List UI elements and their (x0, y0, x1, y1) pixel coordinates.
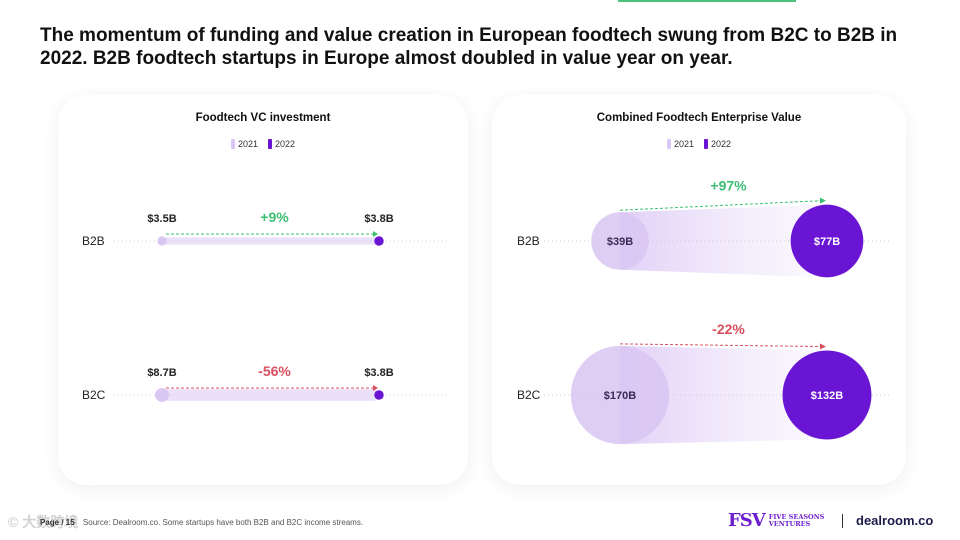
vc-investment-card: Foodtech VC investment 2021 2022 B2B $3.5… (58, 95, 468, 485)
legend-swatch-2022 (268, 139, 272, 149)
change-label: -22% (712, 321, 745, 337)
source-note: Source: Dealroom.co. Some startups have … (82, 518, 364, 527)
dot-2021 (155, 388, 169, 402)
change-arrow (619, 200, 822, 211)
arrow-head (373, 385, 378, 391)
legend-swatch-2021 (666, 139, 671, 149)
category-label: B2C (82, 388, 106, 402)
legend-swatch-2022 (704, 139, 708, 149)
chart-title: Combined Foodtech Enterprise Value (596, 112, 802, 124)
five-seasons-logo: FSV FIVE SEASONS VENTURES (728, 510, 824, 531)
legend-label: 2022 (275, 139, 296, 149)
category-label: B2B (517, 234, 540, 248)
legend: 2021 2022 (492, 139, 906, 149)
legend-item-2022: 2022 (268, 139, 295, 149)
arrow-head (820, 197, 826, 204)
footer-note: Page / 15 Source: Dealroom.co. Some star… (40, 518, 363, 527)
value-label-2021: $3.5B (147, 213, 176, 225)
enterprise-value-chart: B2B +97% $39B $77B B2C -22% $170B $132B (517, 178, 892, 445)
fsv-logo-line: FIVE SEASONS (768, 512, 825, 521)
connector-cone (620, 345, 827, 445)
arrow-head (373, 231, 378, 237)
change-arrow (619, 343, 822, 348)
bubble-2022 (782, 350, 872, 440)
legend: 2021 2022 (58, 139, 468, 149)
value-label-2021: $39B (607, 236, 633, 248)
legend-item-2021: 2021 (666, 139, 694, 149)
category-label: B2B (82, 234, 105, 248)
page-title: The momentum of funding and value creati… (40, 25, 898, 69)
enterprise-value-card: Combined Foodtech Enterprise Value 2021 … (492, 95, 906, 485)
change-label: +97% (710, 178, 747, 194)
watermark: © 大数跨境 (8, 514, 79, 530)
change-label: -56% (258, 363, 291, 379)
dot-2021 (157, 236, 167, 246)
value-label-2022: $3.8B (364, 213, 393, 225)
chart-title: Foodtech VC investment (195, 112, 331, 124)
connector-band (162, 389, 379, 401)
page-number: Page / 15 (40, 518, 75, 527)
vc-investment-chart: B2B $3.5B $3.8B +9% B2C $8.7B $3.8B -56% (82, 209, 448, 402)
accent-bar (618, 0, 796, 2)
value-label-2021: $8.7B (147, 367, 176, 379)
dealroom-logo: dealroom.co (856, 513, 934, 528)
dot-2022 (374, 390, 384, 400)
connector-band (162, 237, 379, 245)
legend-swatch-2021 (230, 139, 235, 149)
bubble-2022 (790, 204, 864, 278)
legend-item-2021: 2021 (230, 139, 258, 149)
value-label-2022: $132B (811, 390, 843, 402)
value-label-2021: $170B (604, 390, 636, 402)
fsv-logo-text: FIVE SEASONS VENTURES (768, 512, 825, 528)
legend-item-2022: 2022 (704, 139, 731, 149)
logo-divider (842, 514, 843, 528)
legend-label: 2022 (711, 139, 732, 149)
legend-label: 2021 (237, 139, 258, 149)
connector-cone (620, 204, 827, 278)
fsv-logo-line: VENTURES (768, 519, 811, 528)
change-label: +9% (260, 209, 289, 225)
bubble-2021 (570, 345, 670, 445)
arrow-head (820, 343, 826, 350)
category-label: B2C (517, 388, 541, 402)
bubble-2021 (591, 212, 649, 270)
fsv-logo-mark: FSV (728, 510, 766, 531)
legend-label: 2021 (673, 139, 694, 149)
value-label-2022: $77B (814, 236, 840, 248)
dot-2022 (374, 236, 384, 246)
value-label-2022: $3.8B (364, 367, 393, 379)
